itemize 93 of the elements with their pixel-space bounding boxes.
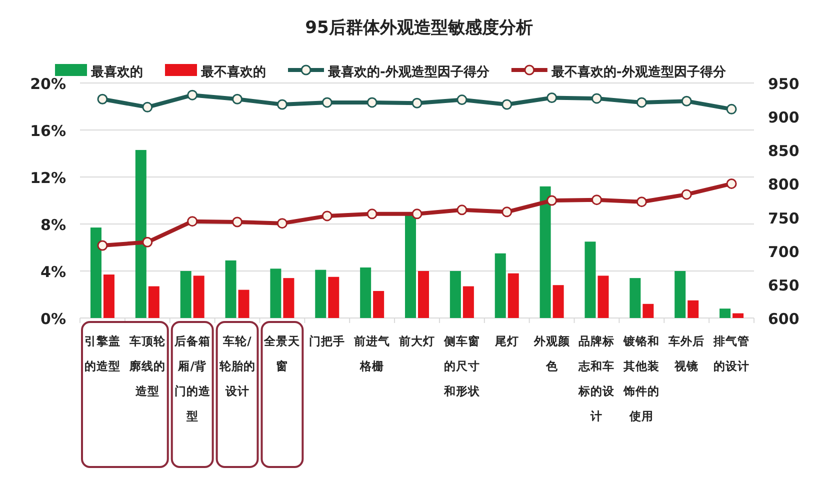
- point: [366, 97, 378, 108]
- x-tick-label: 外观颜色: [532, 334, 571, 373]
- point: [97, 240, 108, 251]
- point: [322, 210, 332, 222]
- bar: [135, 150, 146, 318]
- point: [456, 204, 468, 216]
- x-tick-label: 车外后视镜: [668, 334, 705, 373]
- point: [187, 90, 198, 100]
- bar: [552, 285, 564, 318]
- point: [502, 99, 512, 110]
- bar: [193, 276, 204, 318]
- bar: [270, 268, 282, 318]
- point: [412, 98, 422, 108]
- bar: [494, 253, 506, 318]
- bar: [598, 276, 609, 318]
- point: [276, 218, 288, 229]
- point: [502, 206, 512, 218]
- x-tick-label: 门把手: [309, 334, 346, 348]
- point: [232, 216, 243, 228]
- bar: [462, 286, 474, 318]
- bar: [732, 313, 744, 318]
- point: [681, 96, 692, 106]
- y2-tick-label: 950: [768, 75, 800, 93]
- point: [412, 208, 422, 220]
- y-tick-label: 16%: [30, 122, 66, 140]
- point: [726, 104, 737, 114]
- y2-tick-label: 750: [768, 209, 800, 228]
- x-tick-label: 品牌标志和车标的设计: [578, 334, 616, 423]
- point: [546, 92, 558, 104]
- bar: [720, 308, 731, 318]
- point: [546, 195, 558, 206]
- point: [142, 102, 153, 112]
- bar: [674, 271, 686, 318]
- y2-tick-label: 650: [768, 276, 800, 294]
- x-tick-label: 前进气格栅: [353, 334, 390, 373]
- y2-tick-label: 900: [768, 108, 800, 127]
- bar: [418, 271, 429, 318]
- point: [322, 97, 332, 108]
- bar: [90, 228, 102, 318]
- bar: [450, 271, 461, 318]
- x-tick-label: 全景天窗: [263, 334, 300, 373]
- x-tick-label: 排气管的设计: [712, 334, 750, 373]
- y-tick-label: 8%: [40, 216, 66, 234]
- x-tick-label: 前大灯: [398, 334, 435, 348]
- bar: [540, 186, 551, 318]
- x-tick-label: 尾灯: [494, 334, 519, 348]
- bar: [360, 267, 372, 318]
- bar: [508, 273, 519, 318]
- x-tick-label: 镀铬和其他装饰件的使用: [622, 334, 660, 423]
- y2-tick-label: 700: [768, 242, 800, 261]
- point: [726, 178, 737, 189]
- bar: [584, 242, 596, 318]
- bar: [180, 271, 192, 318]
- bar: [148, 286, 160, 318]
- x-tick-label: 引擎盖的造型: [84, 334, 120, 373]
- bar: [688, 300, 699, 318]
- point: [681, 189, 692, 200]
- point: [142, 236, 153, 248]
- point: [276, 99, 288, 110]
- bar: [373, 290, 384, 318]
- bar: [283, 278, 294, 318]
- y-tick-label: 4%: [40, 263, 66, 281]
- x-tick-label: 后备箱厢/背门的造型: [173, 334, 210, 423]
- point: [591, 93, 602, 104]
- point: [636, 196, 647, 208]
- chart-title: 95后群体外观造型敏感度分析: [305, 18, 533, 38]
- point: [591, 194, 602, 206]
- point: [456, 94, 468, 106]
- y2-tick-label: 850: [768, 142, 800, 160]
- y2-tick-label: 600: [768, 310, 800, 328]
- point: [232, 94, 243, 104]
- y2-tick-label: 800: [768, 176, 800, 194]
- x-tick-label: 车轮/轮胎的设计: [218, 334, 256, 398]
- y-tick-label: 0%: [40, 310, 66, 328]
- point: [187, 216, 198, 227]
- bar: [630, 278, 641, 318]
- legend-label: 最不喜欢的: [200, 65, 266, 80]
- x-tick-label: 侧车窗的尺寸和形状: [442, 334, 481, 398]
- y-tick-label: 12%: [30, 169, 66, 187]
- x-tick-label: 车顶轮廓线的造型: [128, 334, 166, 398]
- legend-label: 最喜欢的: [90, 65, 143, 80]
- point: [366, 208, 378, 220]
- point: [636, 97, 647, 108]
- bar: [225, 260, 236, 318]
- legend-label: 最喜欢的-外观造型因子得分: [327, 65, 490, 80]
- point: [97, 94, 108, 104]
- legend-label: 最不喜欢的-外观造型因子得分: [550, 65, 727, 80]
- bar: [315, 270, 326, 318]
- bar: [238, 290, 250, 318]
- bar: [103, 274, 114, 318]
- bar: [328, 276, 340, 318]
- y-tick-label: 20%: [30, 75, 66, 93]
- bar: [642, 304, 654, 318]
